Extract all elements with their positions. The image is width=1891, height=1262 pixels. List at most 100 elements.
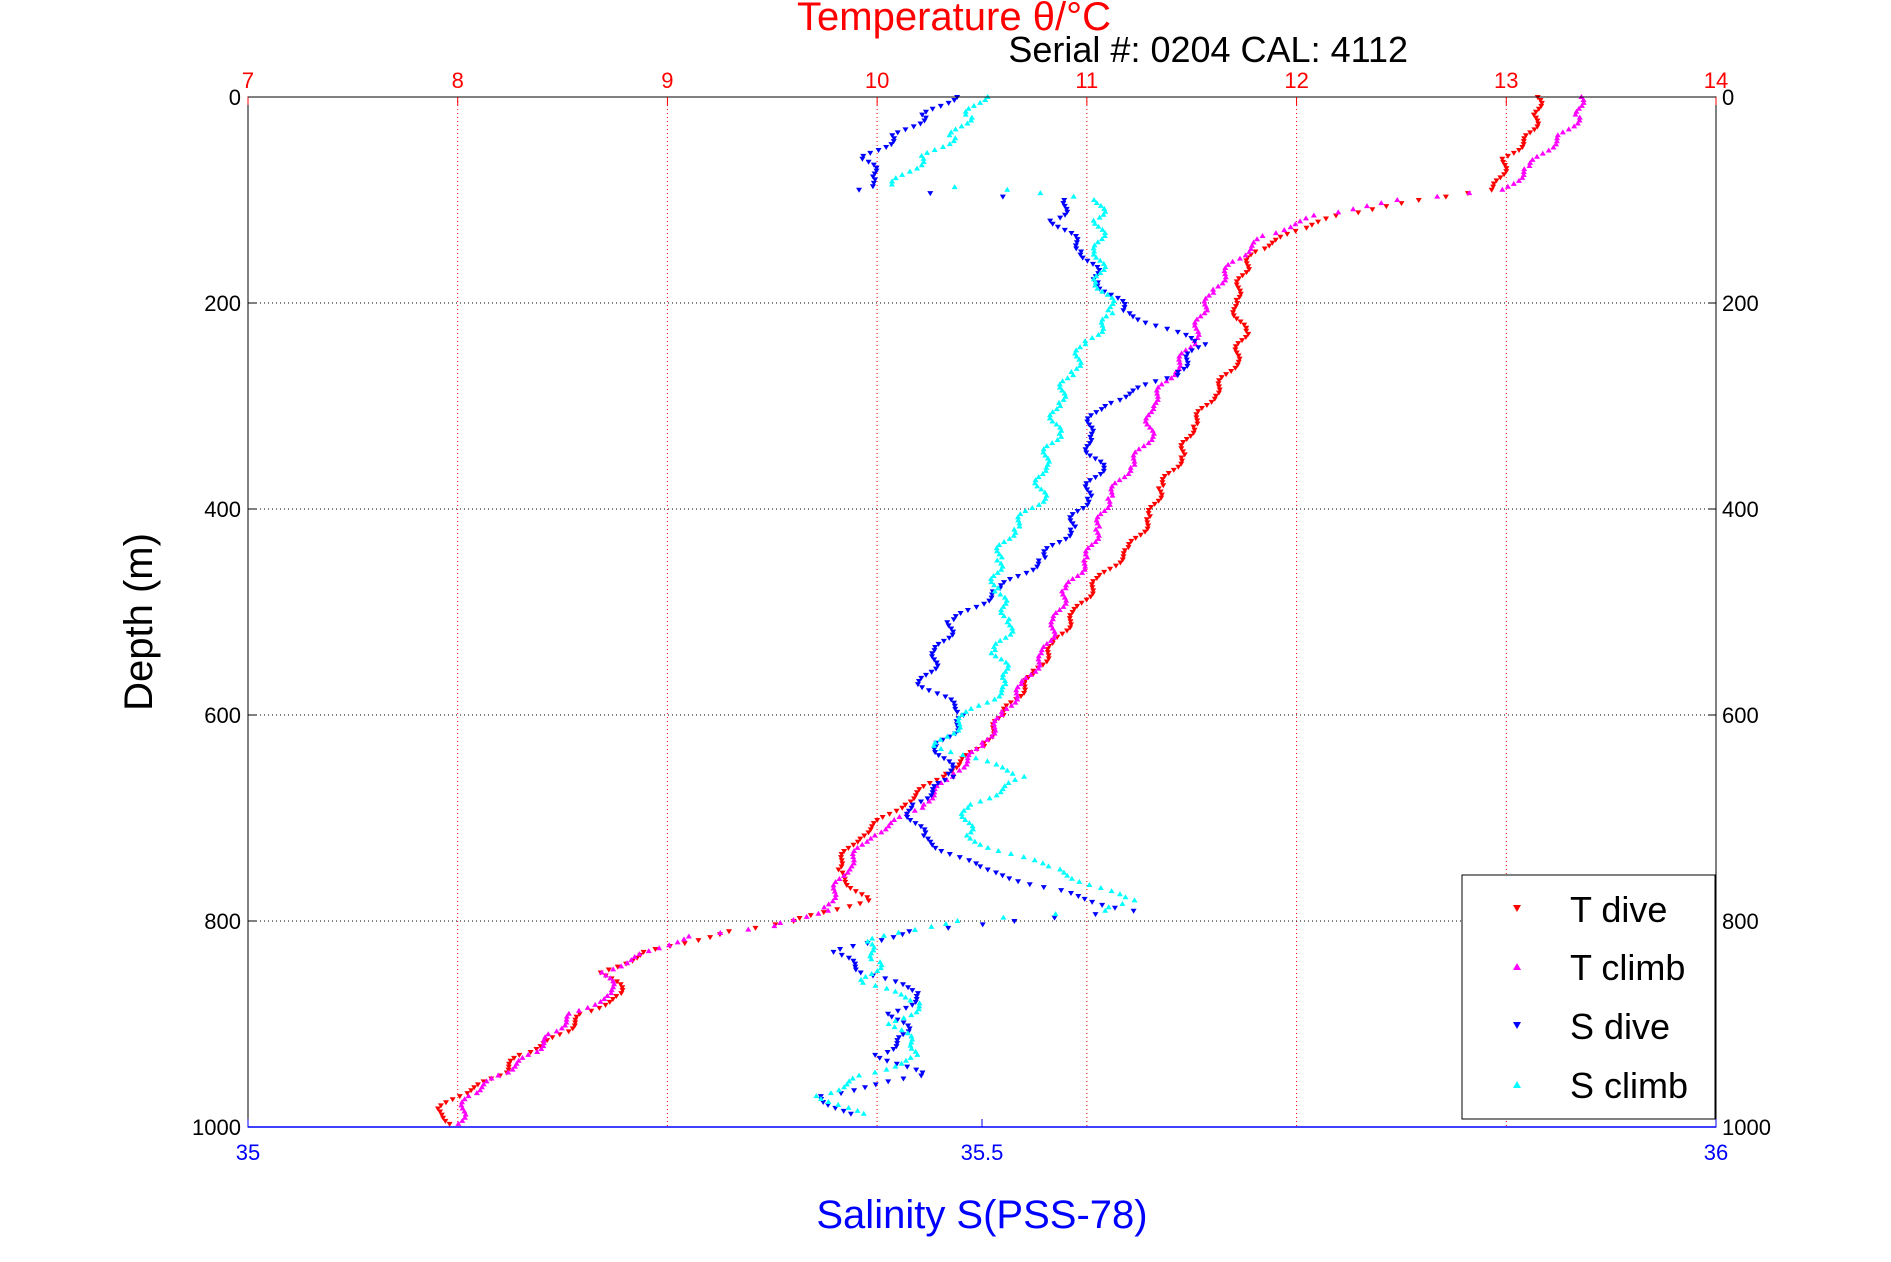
data-point (887, 820, 894, 826)
data-point (1060, 200, 1067, 206)
data-point (981, 601, 988, 607)
data-point (902, 127, 909, 133)
data-point (1111, 905, 1118, 911)
data-point (914, 991, 921, 997)
data-point (1039, 860, 1046, 866)
data-point (1101, 465, 1108, 471)
data-point (1005, 662, 1012, 668)
data-point (1490, 184, 1497, 190)
data-point (1215, 390, 1222, 396)
data-point (900, 1032, 907, 1038)
data-point (1012, 776, 1019, 782)
data-point (1018, 681, 1025, 687)
data-point (1193, 412, 1200, 418)
data-point (889, 133, 896, 139)
data-point (934, 691, 941, 697)
data-point (909, 988, 916, 994)
data-point (558, 1025, 565, 1031)
data-point (957, 611, 964, 617)
data-point (909, 1002, 916, 1008)
data-point (1004, 186, 1011, 192)
data-point (1272, 237, 1279, 243)
data-point (1129, 314, 1136, 320)
data-point (1004, 619, 1011, 625)
data-point (991, 718, 998, 724)
temperature-tick-label: 8 (452, 68, 464, 93)
data-point (1254, 236, 1261, 242)
data-point (851, 1088, 858, 1094)
data-point (1230, 310, 1237, 316)
data-point (569, 1026, 576, 1032)
data-point (1158, 381, 1165, 387)
data-point (1081, 896, 1088, 902)
data-point (1067, 625, 1074, 631)
data-point (852, 961, 859, 967)
data-point (1035, 561, 1042, 567)
data-point (852, 889, 859, 895)
data-point (1090, 245, 1097, 251)
data-point (1102, 229, 1109, 235)
data-point (838, 852, 845, 858)
data-point (1164, 326, 1171, 332)
data-point (1120, 554, 1127, 560)
data-point (1233, 282, 1240, 288)
data-point (977, 864, 984, 870)
data-point (666, 942, 673, 948)
legend-label-s-climb: S climb (1570, 1065, 1688, 1106)
data-point (1021, 690, 1028, 696)
data-point (1000, 671, 1007, 677)
data-point (1079, 569, 1086, 575)
data-point (1158, 495, 1165, 501)
data-point (1063, 206, 1070, 212)
data-point (890, 935, 897, 941)
data-point (1094, 264, 1101, 270)
data-point (865, 898, 872, 904)
data-point (471, 1085, 478, 1091)
data-point (1057, 215, 1064, 221)
data-point (868, 970, 875, 976)
data-point (938, 848, 945, 854)
data-point (849, 851, 856, 857)
data-point (1086, 422, 1093, 428)
data-point (1230, 313, 1237, 319)
data-point (884, 1058, 891, 1064)
data-point (1497, 175, 1504, 181)
data-point (835, 1087, 842, 1093)
data-point (882, 826, 889, 832)
data-point (1087, 594, 1094, 600)
data-point (1082, 548, 1089, 554)
data-point (1125, 542, 1132, 548)
data-point (1043, 443, 1050, 449)
data-point (1053, 406, 1060, 412)
data-point (1036, 659, 1043, 665)
data-point (1087, 478, 1094, 484)
data-point (928, 923, 935, 929)
data-point (592, 1001, 599, 1007)
data-point (1067, 613, 1074, 619)
data-point (1154, 390, 1161, 396)
data-point (1332, 213, 1339, 219)
data-point (1554, 135, 1561, 141)
data-point (998, 656, 1005, 662)
data-point (1215, 283, 1222, 289)
data-point (777, 920, 784, 926)
data-point (1072, 524, 1079, 530)
data-point (929, 795, 936, 801)
data-point (1184, 363, 1191, 369)
data-point (1085, 499, 1092, 505)
data-point (1058, 888, 1065, 894)
data-point (1159, 477, 1166, 483)
data-point (951, 97, 958, 103)
data-point (1533, 115, 1540, 121)
data-point (836, 876, 843, 882)
data-point (892, 979, 899, 985)
data-point (1281, 227, 1288, 233)
data-point (996, 693, 1003, 699)
data-point (1245, 264, 1252, 270)
data-point (1066, 616, 1073, 622)
data-point (1108, 888, 1115, 894)
data-point (990, 721, 997, 727)
data-point (1058, 433, 1065, 439)
data-point (619, 988, 626, 994)
data-point (1236, 356, 1243, 362)
